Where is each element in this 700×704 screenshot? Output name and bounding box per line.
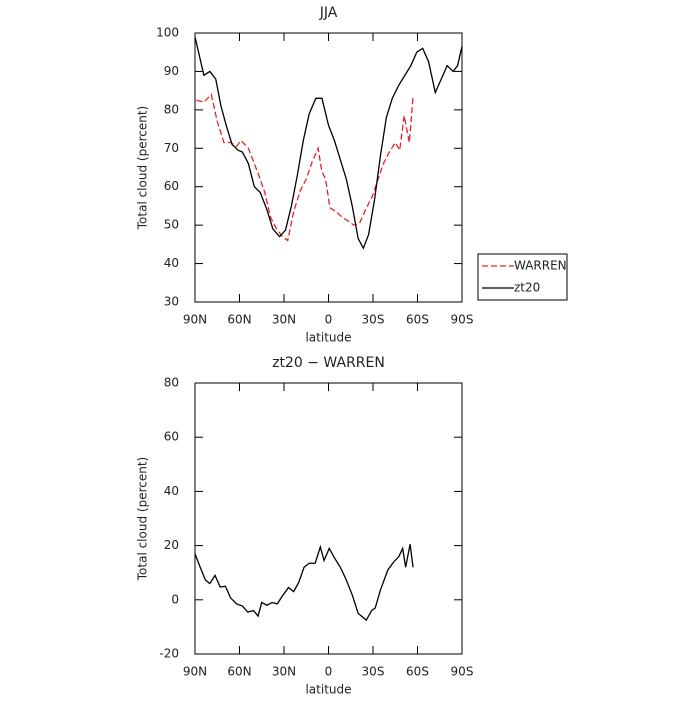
x-tick-label: 90N [183, 665, 207, 679]
y-axis-label: Total cloud (percent) [136, 106, 150, 230]
y-tick-label: 40 [164, 484, 179, 498]
x-tick-label: 60N [227, 313, 251, 327]
y-tick-label: -20 [159, 647, 179, 661]
x-tick-label: 30S [362, 665, 385, 679]
y-tick-label: 30 [164, 295, 179, 309]
series-line [196, 93, 414, 242]
x-tick-label: 90N [183, 313, 207, 327]
y-tick-label: 90 [164, 64, 179, 78]
legend-label: zt20 [514, 281, 540, 295]
plot-frame [194, 382, 463, 655]
x-tick-label: 0 [325, 665, 333, 679]
x-tick-label: 30N [272, 313, 296, 327]
x-tick-label: 0 [325, 313, 333, 327]
y-tick-label: 70 [164, 141, 179, 155]
legend-box [477, 253, 568, 301]
x-tick-label: 60S [406, 665, 429, 679]
y-tick-label: 20 [164, 538, 179, 552]
y-tick-label: 80 [164, 376, 179, 390]
y-tick-label: 40 [164, 256, 179, 270]
chart-title: JJA [319, 5, 338, 21]
x-tick-label: 60S [406, 313, 429, 327]
x-tick-label: 30N [272, 665, 296, 679]
x-tick-label: 90S [451, 313, 474, 327]
chart-title: zt20 − WARREN [272, 355, 385, 371]
legend-label: WARREN [514, 259, 567, 273]
series-line [194, 36, 463, 250]
y-tick-label: 60 [164, 430, 179, 444]
x-tick-label: 90S [451, 665, 474, 679]
y-tick-label: 60 [164, 179, 179, 193]
x-tick-label: 60N [227, 665, 251, 679]
y-tick-label: 0 [171, 592, 179, 606]
y-tick-label: 50 [164, 218, 179, 232]
x-axis-label: latitude [305, 331, 351, 345]
series-line [194, 544, 414, 622]
y-tick-label: 80 [164, 102, 179, 116]
x-axis-label: latitude [305, 683, 351, 697]
y-tick-label: 100 [156, 26, 179, 40]
y-axis-label: Total cloud (percent) [136, 457, 150, 581]
x-tick-label: 30S [362, 313, 385, 327]
plot-frame [194, 32, 463, 303]
